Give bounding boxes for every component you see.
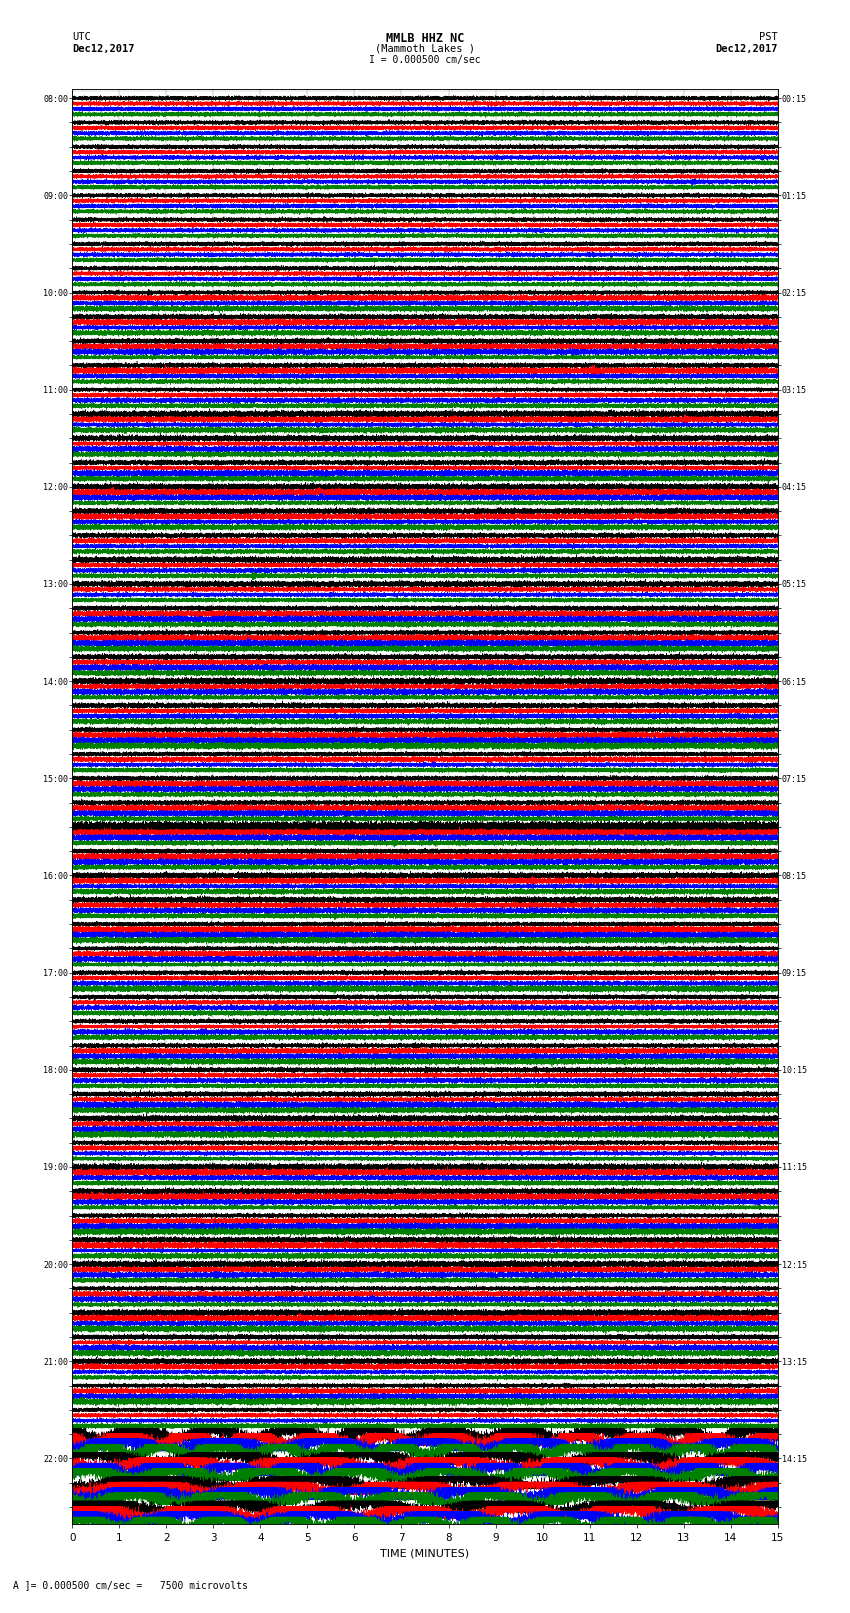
X-axis label: TIME (MINUTES): TIME (MINUTES) (381, 1548, 469, 1558)
Text: PST: PST (759, 32, 778, 42)
Text: Dec12,2017: Dec12,2017 (715, 44, 778, 53)
Text: A ]= 0.000500 cm/sec =   7500 microvolts: A ]= 0.000500 cm/sec = 7500 microvolts (13, 1581, 247, 1590)
Text: I = 0.000500 cm/sec: I = 0.000500 cm/sec (369, 55, 481, 65)
Text: Dec12,2017: Dec12,2017 (72, 44, 135, 53)
Text: UTC: UTC (72, 32, 91, 42)
Text: (Mammoth Lakes ): (Mammoth Lakes ) (375, 44, 475, 53)
Text: MMLB HHZ NC: MMLB HHZ NC (386, 32, 464, 45)
